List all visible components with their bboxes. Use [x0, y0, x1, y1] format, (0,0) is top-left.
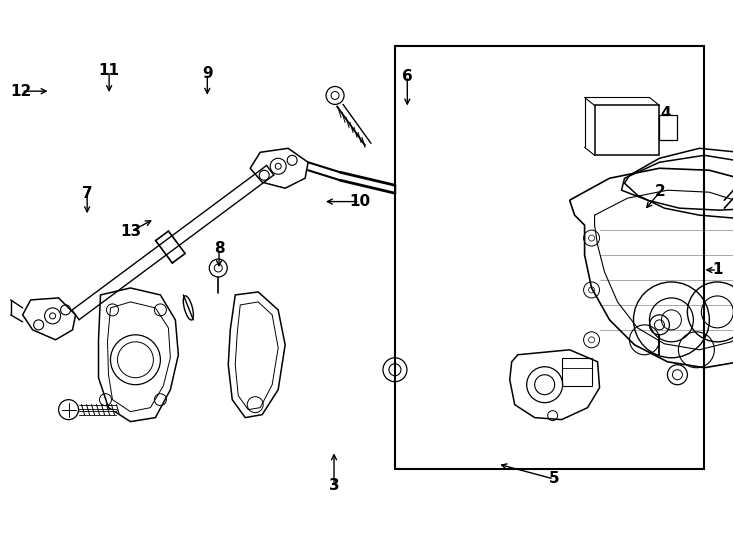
Text: 6: 6 — [402, 69, 413, 84]
Text: 13: 13 — [120, 224, 142, 239]
Bar — [659, 116, 677, 140]
Text: 4: 4 — [661, 106, 671, 122]
Text: 3: 3 — [329, 478, 339, 493]
Text: 11: 11 — [98, 63, 120, 78]
Text: 8: 8 — [214, 241, 225, 256]
Text: 10: 10 — [349, 194, 370, 209]
Text: 5: 5 — [548, 471, 559, 487]
Text: 12: 12 — [10, 84, 32, 99]
Text: 1: 1 — [712, 262, 722, 278]
Bar — [395, 46, 704, 469]
Text: 2: 2 — [655, 184, 666, 199]
Text: 9: 9 — [202, 66, 213, 81]
Bar — [595, 105, 659, 156]
Bar — [562, 358, 592, 386]
Text: 7: 7 — [81, 186, 92, 201]
